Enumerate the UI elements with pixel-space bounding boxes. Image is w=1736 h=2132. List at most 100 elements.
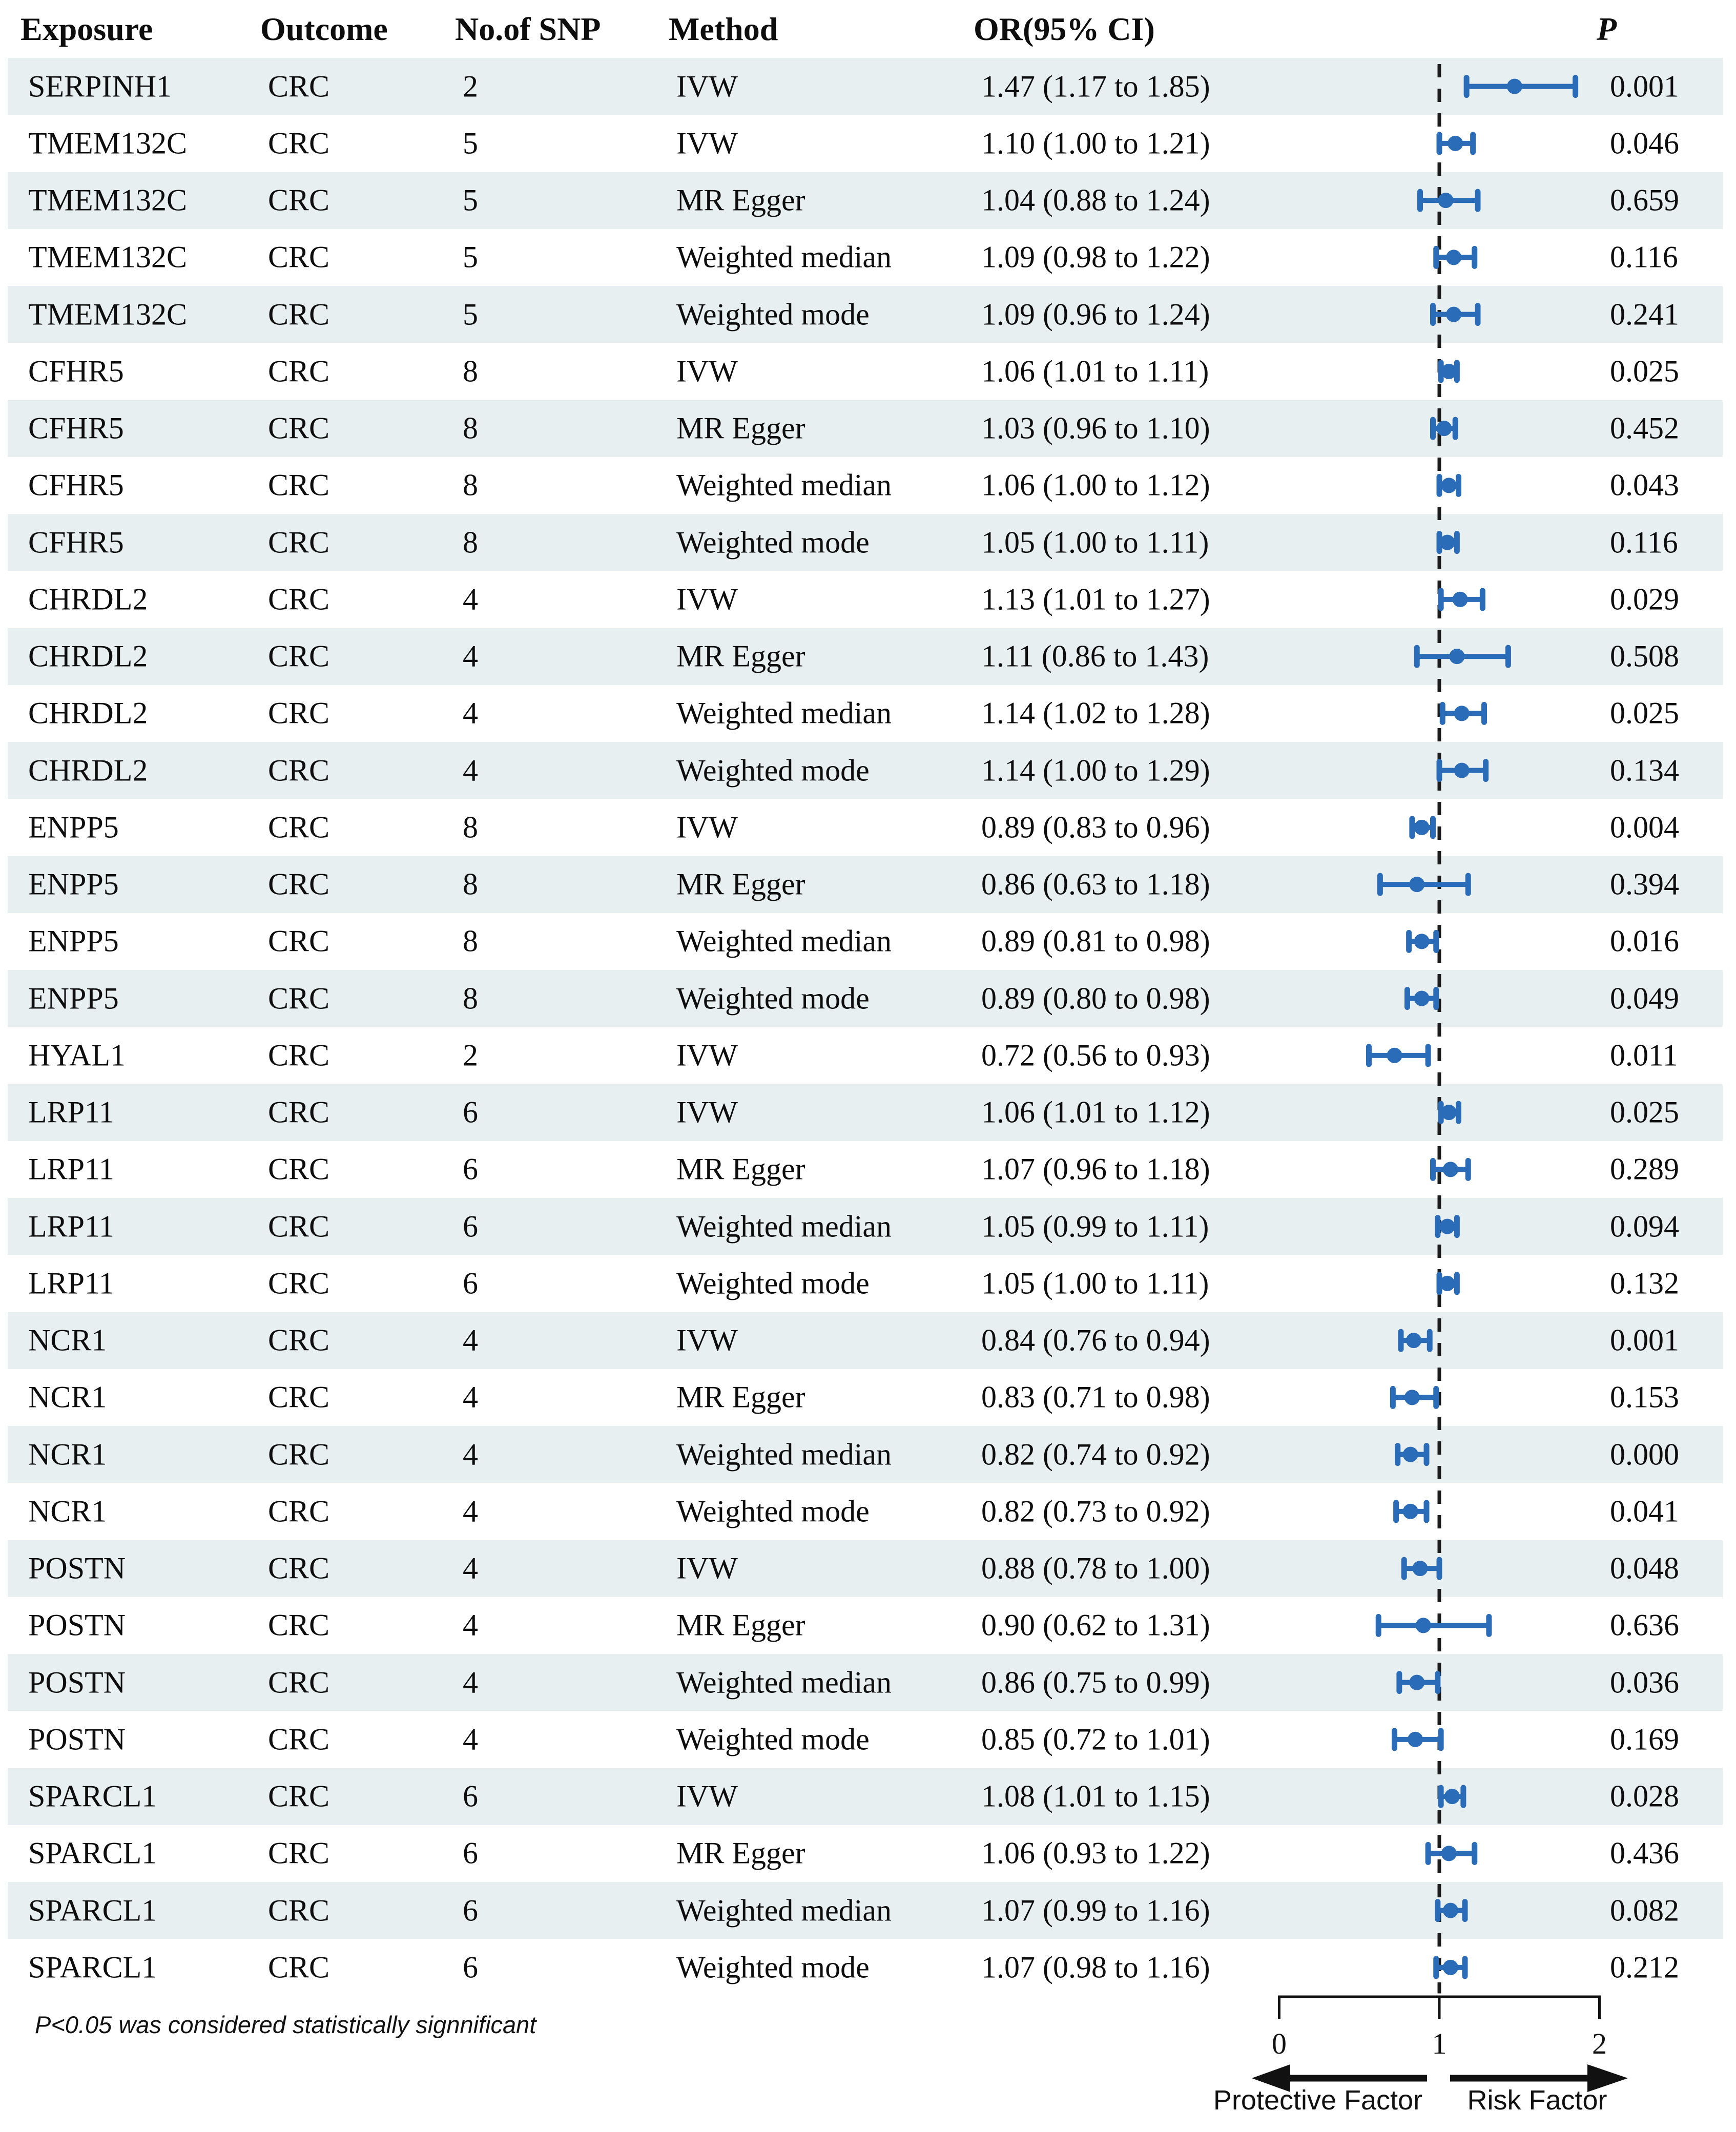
outcome-cell: CRC <box>268 1608 330 1642</box>
method-cell: MR Egger <box>676 1836 805 1870</box>
outcome-cell: CRC <box>268 240 330 274</box>
p-value-cell: 0.000 <box>1610 1437 1679 1472</box>
outcome-cell: CRC <box>268 525 330 560</box>
snp-count-cell: 2 <box>463 69 478 104</box>
snp-count-cell: 4 <box>463 1323 478 1357</box>
p-value-cell: 0.025 <box>1610 1095 1679 1129</box>
outcome-cell: CRC <box>268 1779 330 1813</box>
snp-count-cell: 4 <box>463 696 478 730</box>
or-ci-cell: 1.08 (1.01 to 1.15) <box>981 1779 1210 1813</box>
table-row: SPARCL1 CRC 6 MR Egger 1.06 (0.93 to 1.22) 0.… <box>8 1825 1723 1882</box>
outcome-cell: CRC <box>268 1950 330 1984</box>
or-ci-cell: 1.07 (0.98 to 1.16) <box>981 1950 1210 1984</box>
exposure-cell: POSTN <box>28 1722 126 1756</box>
snp-count-cell: 8 <box>463 810 478 844</box>
snp-count-cell: 6 <box>463 1209 478 1244</box>
p-value-cell: 0.001 <box>1610 1323 1679 1357</box>
outcome-cell: CRC <box>268 981 330 1016</box>
table-row: TMEM132C CRC 5 Weighted median 1.09 (0.98 to… <box>8 229 1723 286</box>
or-ci-cell: 0.72 (0.56 to 0.93) <box>981 1038 1210 1072</box>
p-value-cell: 0.659 <box>1610 183 1679 217</box>
table-row: SPARCL1 CRC 6 Weighted mode 1.07 (0.98 to 1.… <box>8 1939 1723 1996</box>
table-row: CHRDL2 CRC 4 MR Egger 1.11 (0.86 to 1.43) 0.5… <box>8 628 1723 685</box>
snp-count-cell: 5 <box>463 126 478 160</box>
table-row: TMEM132C CRC 5 MR Egger 1.04 (0.88 to 1.24) 0… <box>8 172 1723 229</box>
snp-count-cell: 6 <box>463 1095 478 1129</box>
p-value-cell: 0.028 <box>1610 1779 1679 1813</box>
or-ci-cell: 0.89 (0.80 to 0.98) <box>981 981 1210 1016</box>
method-cell: MR Egger <box>676 183 805 217</box>
snp-count-cell: 6 <box>463 1836 478 1870</box>
p-value-cell: 0.011 <box>1610 1038 1678 1072</box>
header-snp: No.of SNP <box>455 11 601 47</box>
outcome-cell: CRC <box>268 1836 330 1870</box>
axis-bracket <box>1278 1995 1601 2019</box>
outcome-cell: CRC <box>268 183 330 217</box>
table-row: SERPINH1 CRC 2 IVW 1.47 (1.17 to 1.85) 0.001 <box>8 58 1723 115</box>
table-row: LRP11 CRC 6 MR Egger 1.07 (0.96 to 1.18) 0.28… <box>8 1141 1723 1198</box>
axis-tick-label: 1 <box>1432 2027 1447 2060</box>
table-row: CFHR5 CRC 8 MR Egger 1.03 (0.96 to 1.10) 0.45… <box>8 400 1723 457</box>
table-row: CHRDL2 CRC 4 Weighted mode 1.14 (1.00 to 1.2… <box>8 742 1723 799</box>
method-cell: IVW <box>676 69 738 104</box>
header-or-ci: OR(95% CI) <box>974 11 1155 47</box>
or-ci-cell: 0.90 (0.62 to 1.31) <box>981 1608 1210 1642</box>
outcome-cell: CRC <box>268 1323 330 1357</box>
method-cell: MR Egger <box>676 639 805 673</box>
exposure-cell: NCR1 <box>28 1437 107 1472</box>
or-ci-cell: 1.06 (1.01 to 1.11) <box>981 354 1209 388</box>
table-row: ENPP5 CRC 8 Weighted mode 0.89 (0.80 to 0.98… <box>8 970 1723 1027</box>
p-value-cell: 0.001 <box>1610 69 1679 104</box>
table-row: SPARCL1 CRC 6 Weighted median 1.07 (0.99 to … <box>8 1882 1723 1939</box>
snp-count-cell: 4 <box>463 1665 478 1700</box>
outcome-cell: CRC <box>268 126 330 160</box>
outcome-cell: CRC <box>268 924 330 958</box>
outcome-cell: CRC <box>268 696 330 730</box>
table-row: HYAL1 CRC 2 IVW 0.72 (0.56 to 0.93) 0.011 <box>8 1027 1723 1084</box>
outcome-cell: CRC <box>268 1209 330 1244</box>
p-value-cell: 0.289 <box>1610 1152 1679 1186</box>
header-p: P <box>1597 11 1617 47</box>
outcome-cell: CRC <box>268 867 330 901</box>
table-row: SPARCL1 CRC 6 IVW 1.08 (1.01 to 1.15) 0.028 <box>8 1768 1723 1825</box>
snp-count-cell: 4 <box>463 639 478 673</box>
table-row: ENPP5 CRC 8 Weighted median 0.89 (0.81 to 0.… <box>8 913 1723 970</box>
exposure-cell: ENPP5 <box>28 810 119 844</box>
snp-count-cell: 8 <box>463 867 478 901</box>
method-cell: IVW <box>676 1779 738 1813</box>
or-ci-cell: 0.86 (0.63 to 1.18) <box>981 867 1210 901</box>
method-cell: IVW <box>676 810 738 844</box>
exposure-cell: SPARCL1 <box>28 1779 157 1813</box>
exposure-cell: CHRDL2 <box>28 582 148 616</box>
method-cell: Weighted mode <box>676 1494 870 1528</box>
p-value-cell: 0.134 <box>1610 753 1679 788</box>
method-cell: MR Egger <box>676 1152 805 1186</box>
axis-tick-label: 0 <box>1272 2027 1287 2060</box>
table-row: POSTN CRC 4 Weighted median 0.86 (0.75 to 0.… <box>8 1654 1723 1711</box>
table-row: TMEM132C CRC 5 Weighted mode 1.09 (0.96 to 1… <box>8 286 1723 343</box>
exposure-cell: CHRDL2 <box>28 753 148 788</box>
snp-count-cell: 4 <box>463 1608 478 1642</box>
method-cell: Weighted median <box>676 696 892 730</box>
p-value-cell: 0.036 <box>1610 1665 1679 1700</box>
snp-count-cell: 4 <box>463 1722 478 1756</box>
or-ci-cell: 1.14 (1.02 to 1.28) <box>981 696 1210 730</box>
method-cell: IVW <box>676 582 738 616</box>
table-row: NCR1 CRC 4 Weighted median 0.82 (0.74 to 0.9… <box>8 1426 1723 1483</box>
p-value-cell: 0.153 <box>1610 1380 1679 1414</box>
or-ci-cell: 0.85 (0.72 to 1.01) <box>981 1722 1210 1756</box>
exposure-cell: ENPP5 <box>28 867 119 901</box>
snp-count-cell: 5 <box>463 240 478 274</box>
outcome-cell: CRC <box>268 354 330 388</box>
exposure-cell: CHRDL2 <box>28 639 148 673</box>
exposure-cell: CHRDL2 <box>28 696 148 730</box>
or-ci-cell: 1.09 (0.96 to 1.24) <box>981 297 1210 332</box>
p-value-cell: 0.029 <box>1610 582 1679 616</box>
method-cell: IVW <box>676 1551 738 1585</box>
or-ci-cell: 1.06 (0.93 to 1.22) <box>981 1836 1210 1870</box>
or-ci-cell: 1.05 (0.99 to 1.11) <box>981 1209 1209 1244</box>
snp-count-cell: 8 <box>463 354 478 388</box>
outcome-cell: CRC <box>268 297 330 332</box>
method-cell: Weighted mode <box>676 1266 870 1300</box>
